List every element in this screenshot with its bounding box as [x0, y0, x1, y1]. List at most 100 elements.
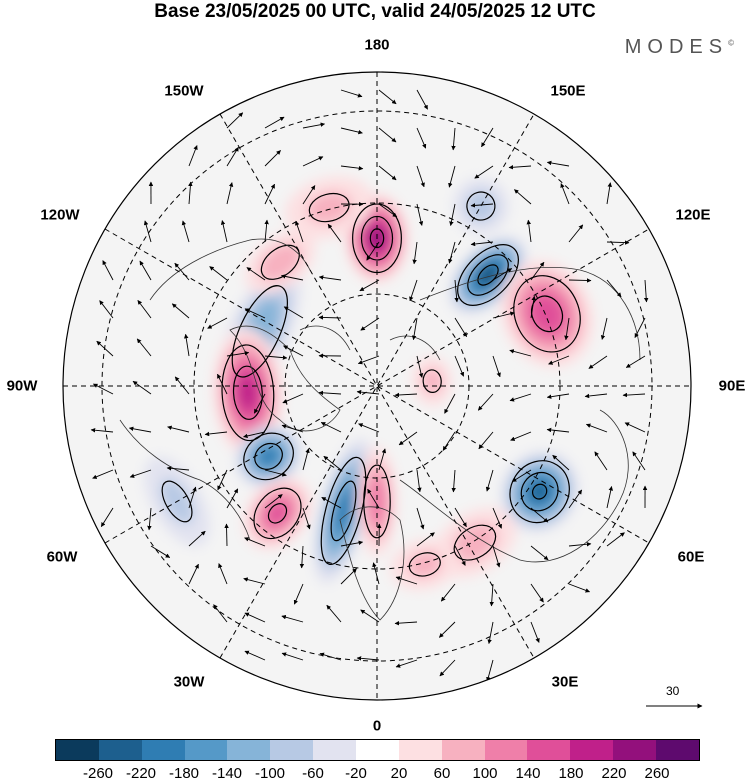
anomaly-contour [467, 254, 509, 296]
wind-vector-arrow [243, 431, 266, 439]
reference-arrow-icon [646, 703, 703, 709]
wind-vector-arrow [378, 448, 387, 471]
wind-vectors [90, 89, 649, 682]
wind-vector-arrow [568, 542, 592, 547]
colorbar [55, 739, 700, 761]
wind-vector-arrow [302, 185, 316, 205]
colorbar-swatch [56, 740, 99, 760]
wind-vector-arrow [416, 507, 425, 530]
wind-vector-arrow [634, 317, 646, 338]
wind-vector-arrow [224, 523, 229, 547]
wind-vector-arrow [143, 220, 152, 243]
wind-vector-arrow [209, 266, 228, 281]
colorbar-tick-label: 140 [515, 765, 541, 782]
wind-vector-arrow [378, 165, 397, 181]
colorbar-tick-label: 180 [558, 765, 584, 782]
wind-vector-arrow [320, 422, 342, 433]
wind-vector-arrow [96, 340, 114, 357]
wind-vector-arrow [167, 425, 190, 433]
colorbar-ticks: -260 -220 -180 -140 -100 -60 -20 20 60 100 140 180 2… [55, 765, 700, 783]
wind-vector-arrow [326, 604, 342, 623]
wind-vector-arrow [244, 308, 266, 319]
wind-vector-arrow [530, 545, 549, 561]
wind-vector-arrow [492, 545, 501, 568]
wind-vector-arrow [454, 317, 468, 338]
anomaly-contour [530, 295, 564, 333]
wind-vector-arrow [188, 530, 206, 547]
wind-vector-arrow [136, 338, 152, 357]
colorbar-swatch [270, 740, 314, 760]
wind-vector-arrow [188, 181, 193, 205]
colorbar-swatch [441, 740, 485, 760]
anomaly-shading [267, 502, 288, 525]
wind-vector-arrow [147, 507, 152, 531]
wind-vector-arrow [99, 300, 114, 319]
map-disk [63, 72, 691, 700]
wind-vector-arrow [416, 89, 428, 110]
wind-vector-arrow [139, 260, 152, 281]
wind-vector-arrow [585, 423, 608, 433]
wind-vector-arrow [226, 350, 250, 357]
wind-vector-arrow [510, 431, 532, 441]
logo-text: MODES [624, 36, 729, 58]
wind-vector-arrow [171, 303, 190, 319]
wind-vector-arrow [395, 576, 418, 585]
wind-vector-arrow [264, 469, 287, 477]
wind-vector-arrow [416, 532, 435, 547]
wind-vector-arrow [283, 306, 304, 319]
label-lon-0: 0 [372, 717, 382, 735]
wind-vector-arrow [302, 122, 326, 129]
anomaly-shading [422, 368, 443, 394]
colorbar-swatch [527, 740, 571, 760]
wind-vector-arrow [606, 182, 612, 205]
wind-vector-arrow [478, 431, 494, 450]
colorbar-swatch [613, 740, 657, 760]
anomaly-shading [259, 447, 278, 466]
anomaly-contour [254, 442, 283, 470]
wind-vector-arrow [470, 241, 494, 247]
anomaly-contour [243, 432, 294, 481]
label-lon-60e: 60E [677, 548, 705, 566]
wind-vector-arrow [448, 241, 456, 264]
label-lon-30w: 30W [173, 673, 205, 691]
wind-vector-arrow [358, 423, 380, 433]
wind-vector-arrow [264, 219, 269, 243]
colorbar-swatch [313, 740, 357, 760]
wind-vector-arrow [594, 451, 608, 471]
wind-vector-arrow [487, 621, 494, 645]
wind-vector-arrow [492, 355, 501, 378]
wind-vector-arrow [280, 274, 304, 281]
colorbar-tick-label: 260 [644, 765, 670, 782]
label-lon-60w: 60W [46, 548, 78, 566]
anomaly-contour [221, 344, 275, 442]
wind-vector-arrow [183, 333, 190, 357]
wind-vector-arrow [356, 389, 380, 395]
wind-vector-arrow [454, 507, 467, 528]
wind-vector-arrow [188, 145, 198, 167]
wind-vector-arrow [454, 355, 465, 377]
wind-vector-arrow [451, 469, 456, 493]
wind-vector-arrow [323, 455, 342, 471]
wind-vector-arrow [530, 507, 549, 523]
wind-vector-arrow [319, 652, 342, 661]
wind-vector-arrow [416, 469, 422, 493]
wind-vector-arrow [340, 540, 364, 547]
colorbar-tick-label: 20 [390, 765, 408, 782]
wind-vector-arrow [100, 507, 114, 527]
wind-vector-arrow [90, 427, 114, 433]
label-lon-30e: 30E [551, 673, 579, 691]
wind-vector-arrow [552, 454, 570, 471]
wind-vector-arrow [481, 127, 494, 148]
reference-vector-label: 30 [666, 684, 680, 698]
wind-vector-arrow [448, 165, 456, 188]
wind-vector-arrow [625, 355, 646, 368]
wind-vector-arrow [150, 545, 171, 558]
colorbar-swatch [570, 740, 614, 760]
wind-vector-arrow [440, 583, 456, 602]
wind-vector-arrow [454, 279, 459, 303]
wind-vector-arrow [451, 127, 456, 151]
wind-vector-arrow [264, 183, 275, 205]
wind-vector-arrow [438, 621, 456, 638]
wind-vector-arrow [244, 537, 266, 547]
wind-vector-arrow [128, 426, 152, 433]
